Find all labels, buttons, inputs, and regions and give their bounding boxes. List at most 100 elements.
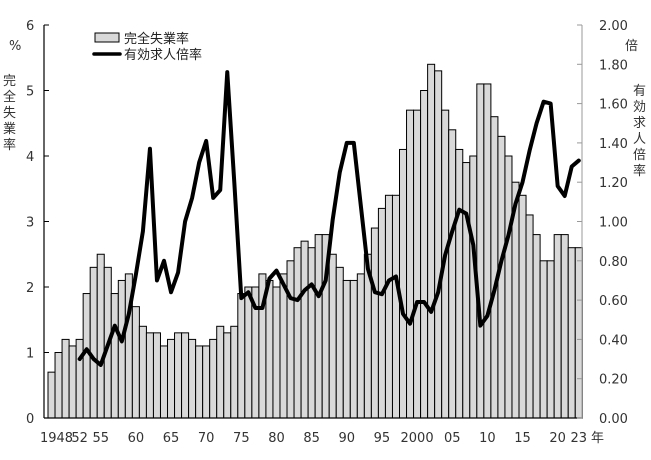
- bar-1975: [237, 293, 246, 419]
- right-axis-unit: 倍: [625, 39, 638, 54]
- x-axis-unit: 年: [591, 431, 604, 446]
- right-tick-label: 1.40: [599, 137, 628, 152]
- right-tick-label: 1.60: [599, 98, 628, 113]
- bar-2023: [574, 247, 583, 419]
- unemployment-bars: [47, 63, 583, 419]
- bar-1950: [61, 338, 70, 419]
- right-tick-label: 2.00: [599, 19, 628, 34]
- bar-1965: [167, 338, 176, 419]
- x-tick-label: 75: [233, 431, 250, 446]
- x-tick-label: 85: [303, 431, 320, 446]
- bar-2020: [553, 234, 562, 419]
- bar-1986: [314, 234, 323, 419]
- bar-2015: [518, 194, 527, 419]
- bar-1982: [286, 260, 295, 419]
- bar-2016: [525, 214, 534, 419]
- bar-1948: [47, 371, 56, 419]
- bar-1983: [293, 247, 302, 419]
- bar-1976: [244, 286, 253, 419]
- bar-1954: [89, 266, 98, 419]
- bar-1962: [145, 332, 154, 419]
- bar-1981: [279, 273, 288, 419]
- bar-1984: [300, 240, 309, 419]
- bar-1991: [349, 279, 358, 419]
- bar-2006: [455, 148, 464, 419]
- bar-2018: [539, 260, 548, 419]
- axes: 01234560.000.200.400.600.801.001.201.401…: [26, 19, 628, 446]
- bar-2011: [490, 116, 499, 419]
- bar-2002: [427, 63, 436, 419]
- x-tick-label: 70: [198, 431, 215, 446]
- bar-1969: [195, 345, 204, 419]
- bar-1971: [209, 338, 218, 419]
- x-tick-label: 1948: [40, 431, 73, 446]
- bar-2022: [567, 247, 576, 419]
- bar-2007: [462, 162, 471, 419]
- legend: 完全失業率 有効求人倍率: [92, 31, 202, 63]
- bar-1952: [75, 338, 84, 419]
- bar-1996: [384, 194, 393, 419]
- x-tick-label: 55: [92, 431, 109, 446]
- left-tick-label: 0: [26, 412, 34, 427]
- bar-1964: [159, 345, 169, 419]
- legend-bar-swatch: [94, 32, 120, 43]
- bar-1994: [370, 227, 379, 419]
- bar-2009: [476, 83, 485, 419]
- x-tick-label: 90: [339, 431, 356, 446]
- right-axis-title: 有効求人倍率: [633, 84, 646, 179]
- bar-2000: [413, 109, 422, 419]
- bar-1988: [328, 253, 337, 419]
- bar-1974: [230, 325, 239, 419]
- right-tick-label: 0.20: [599, 373, 628, 388]
- right-tick-label: 0.60: [599, 294, 628, 309]
- x-tick-label: 65: [163, 431, 180, 446]
- bar-1998: [399, 148, 408, 419]
- left-tick-label: 3: [26, 216, 34, 231]
- left-axis-unit: %: [9, 39, 21, 54]
- right-tick-label: 1.00: [599, 216, 628, 231]
- x-tick-label: 23: [570, 431, 587, 446]
- bar-2003: [434, 70, 443, 419]
- legend-label-unemployment: 完全失業率: [124, 31, 189, 47]
- bar-1951: [68, 345, 77, 419]
- bar-2021: [560, 234, 569, 419]
- bar-1967: [181, 332, 190, 419]
- x-tick-label: 95: [374, 431, 391, 446]
- bar-1972: [216, 325, 225, 419]
- bar-1970: [202, 345, 211, 419]
- left-tick-label: 2: [26, 281, 34, 296]
- bar-2019: [546, 260, 555, 419]
- bar-1985: [307, 247, 316, 419]
- bar-1966: [174, 332, 183, 419]
- bar-1999: [406, 109, 415, 419]
- x-tick-label: 15: [514, 431, 531, 446]
- bar-1973: [223, 332, 232, 419]
- legend-label-jobs-ratio: 有効求人倍率: [124, 47, 202, 63]
- x-tick-label: 52: [71, 431, 88, 446]
- bar-1997: [391, 194, 401, 419]
- bar-1963: [152, 332, 161, 419]
- left-axis-title: 完全失業率: [3, 74, 16, 153]
- bar-1961: [138, 325, 147, 419]
- bar-1990: [342, 279, 351, 419]
- bar-1992: [356, 273, 365, 419]
- bar-1960: [131, 306, 140, 419]
- jobs-ratio-polyline: [77, 70, 581, 367]
- axis-titles: % 完全失業率 倍 有効求人倍率 年: [3, 39, 646, 446]
- x-tick-label: 10: [479, 431, 496, 446]
- bar-2017: [532, 234, 541, 419]
- bar-1995: [377, 207, 386, 419]
- bar-1958: [117, 279, 126, 419]
- x-tick-label: 60: [128, 431, 145, 446]
- bar-2005: [448, 129, 457, 419]
- right-tick-label: 0.00: [599, 412, 628, 427]
- x-tick-label: 2000: [401, 431, 434, 446]
- bar-1957: [110, 293, 119, 419]
- right-tick-label: 1.20: [599, 176, 628, 191]
- bar-2013: [504, 155, 513, 419]
- bar-2010: [483, 83, 492, 419]
- left-tick-label: 4: [26, 150, 34, 165]
- left-tick-label: 1: [26, 347, 34, 362]
- x-tick-label: 05: [444, 431, 461, 446]
- right-tick-label: 0.80: [599, 255, 628, 270]
